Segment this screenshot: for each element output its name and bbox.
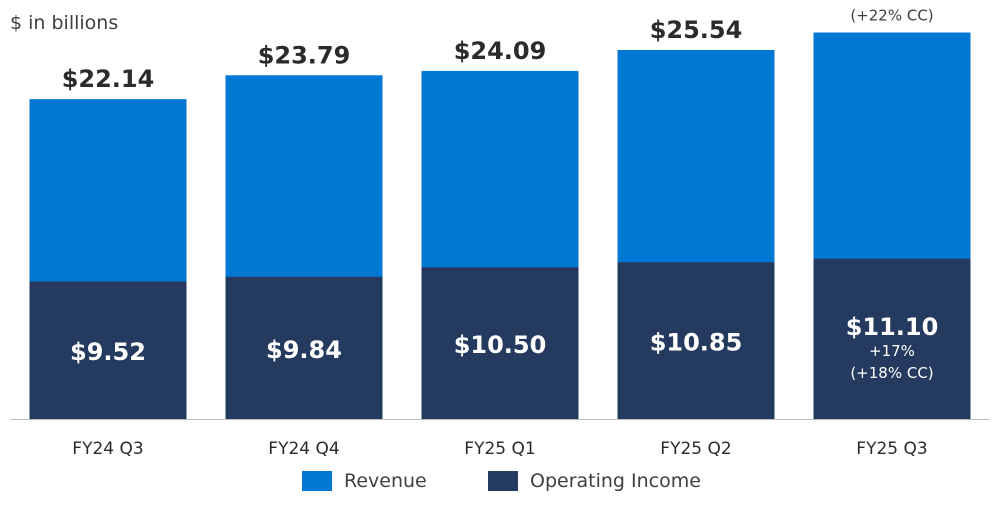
operating-income-data-label: $11.10 [846, 313, 939, 341]
legend-swatch-operating-income [488, 471, 518, 491]
operating-income-data-label: $10.50 [454, 331, 547, 359]
legend-label-revenue: Revenue [344, 470, 427, 492]
operating-income-data-label: $10.85 [650, 329, 743, 357]
legend-label-operating-income: Operating Income [530, 470, 701, 492]
legend: Revenue Operating Income [0, 470, 1000, 500]
operating-income-cc-growth-label: (+18% CC) [850, 364, 933, 382]
x-tick-label: FY25 Q3 [856, 439, 927, 459]
revenue-data-label: $22.14 [62, 65, 155, 93]
operating-income-bar [225, 276, 383, 419]
operating-income-data-label: $9.84 [266, 336, 342, 364]
x-tick-label: FY25 Q1 [464, 439, 535, 459]
x-tick-label: FY25 Q2 [660, 439, 731, 459]
operating-income-bar [813, 258, 971, 419]
legend-item-operating-income: Operating Income [488, 470, 701, 492]
operating-income-bar [421, 267, 579, 419]
x-tick-label: FY24 Q4 [268, 439, 339, 459]
operating-income-growth-label: +17% [869, 342, 915, 360]
legend-swatch-revenue [302, 471, 332, 491]
operating-income-bar [29, 281, 187, 419]
revenue-cc-growth-label: (+22% CC) [850, 7, 933, 25]
x-tick-label: FY24 Q3 [72, 439, 143, 459]
unit-label: $ in billions [10, 12, 119, 34]
operating-income-data-label: $9.52 [70, 338, 146, 366]
operating-income-bar [617, 262, 775, 419]
revenue-data-label: $25.54 [650, 16, 743, 44]
revenue-data-label: $23.79 [258, 41, 351, 69]
revenue-growth-label: +21% [869, 0, 915, 3]
revenue-data-label: $24.09 [454, 37, 547, 65]
legend-item-revenue: Revenue [302, 470, 427, 492]
bar-chart: $22.14 $9.52 FY24 Q3 $23.79 $9.84 FY24 Q4 $24.… [10, 0, 990, 459]
